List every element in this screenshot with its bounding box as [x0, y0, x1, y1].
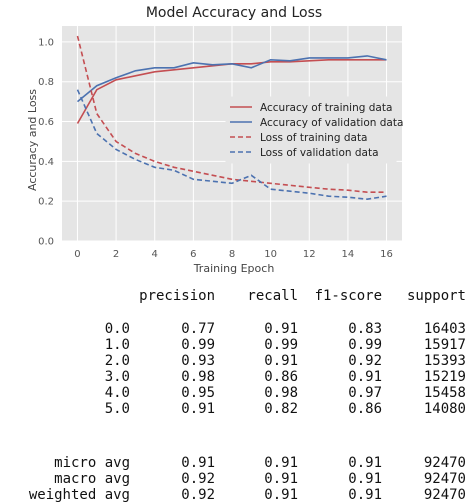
row-label: 3.0 [0, 369, 130, 385]
support-value: 15917 [386, 337, 466, 353]
y-tick-label: 0.2 [38, 197, 54, 208]
legend-label-0: Accuracy of training data [260, 102, 392, 114]
support-value: 15393 [386, 353, 466, 369]
recall-value: 0.82 [218, 401, 298, 417]
row-label: micro avg [0, 455, 130, 471]
support-value: 14080 [386, 401, 466, 417]
report-row: 5.0 0.91 0.82 0.86 14080 [0, 401, 475, 417]
y-tick-label: 0.8 [38, 77, 54, 88]
precision-value: 0.95 [135, 385, 215, 401]
f1-score-value: 0.99 [302, 337, 382, 353]
row-label: macro avg [0, 471, 130, 487]
row-label: 4.0 [0, 385, 130, 401]
report-row: 2.0 0.93 0.91 0.92 15393 [0, 353, 475, 369]
recall-value: 0.98 [218, 385, 298, 401]
x-tick-label: 8 [229, 249, 235, 260]
recall-value: 0.91 [218, 321, 298, 337]
f1-score-value: 0.92 [302, 353, 382, 369]
x-tick-label: 2 [113, 249, 119, 260]
support-value: 16403 [386, 321, 466, 337]
x-tick-label: 10 [264, 249, 277, 260]
recall-value: 0.86 [218, 369, 298, 385]
x-tick-label: 0 [74, 249, 80, 260]
report-row: weighted avg 0.92 0.91 0.91 92470 [0, 487, 475, 503]
y-axis-label: Accuracy and Loss [26, 89, 39, 191]
f1-score-value: 0.83 [302, 321, 382, 337]
row-label: weighted avg [0, 487, 130, 503]
x-axis-label: Training Epoch [193, 262, 275, 275]
precision-value: 0.91 [135, 455, 215, 471]
recall-value: 0.91 [218, 487, 298, 503]
report-header-row: precision recall f1-score support [0, 288, 475, 304]
accuracy-loss-chart: Model Accuracy and Loss 0 2 4 6 8 10 12 14 16 0.0… [0, 0, 475, 280]
x-tick-label: 16 [380, 249, 393, 260]
legend-label-2: Loss of training data [260, 132, 368, 144]
report-row: macro avg 0.92 0.91 0.91 92470 [0, 471, 475, 487]
y-tick-label: 0.6 [38, 117, 54, 128]
precision-value: 0.77 [135, 321, 215, 337]
support-value: 15458 [386, 385, 466, 401]
f1-score-value: 0.86 [302, 401, 382, 417]
chart-container: Model Accuracy and Loss 0 2 4 6 8 10 12 14 16 0.0… [0, 0, 475, 280]
precision-value: 0.98 [135, 369, 215, 385]
report-row: 4.0 0.95 0.98 0.97 15458 [0, 385, 475, 401]
y-tick-label: 0.4 [38, 157, 54, 168]
support-value: 92470 [386, 487, 466, 503]
recall-value: 0.91 [218, 455, 298, 471]
x-tick-label: 4 [152, 249, 158, 260]
y-tick-label: 0.0 [38, 237, 54, 248]
legend: Accuracy of training data Accuracy of val… [226, 97, 403, 163]
recall-value: 0.91 [218, 471, 298, 487]
precision-value: 0.91 [135, 401, 215, 417]
f1-score-value: 0.97 [302, 385, 382, 401]
support-value: 15219 [386, 369, 466, 385]
report-row: 3.0 0.98 0.86 0.91 15219 [0, 369, 475, 385]
x-tick-label: 6 [190, 249, 196, 260]
report-row: 0.0 0.77 0.91 0.83 16403 [0, 321, 475, 337]
header-f1-score: f1-score [302, 288, 382, 304]
f1-score-value: 0.91 [302, 369, 382, 385]
row-label: 1.0 [0, 337, 130, 353]
header-precision: precision [135, 288, 215, 304]
precision-value: 0.92 [135, 471, 215, 487]
f1-score-value: 0.91 [302, 471, 382, 487]
header-support: support [386, 288, 466, 304]
recall-value: 0.99 [218, 337, 298, 353]
header-recall: recall [218, 288, 298, 304]
support-value: 92470 [386, 471, 466, 487]
x-tick-label: 12 [303, 249, 316, 260]
precision-value: 0.93 [135, 353, 215, 369]
f1-score-value: 0.91 [302, 455, 382, 471]
chart-title: Model Accuracy and Loss [146, 5, 322, 21]
row-label: 2.0 [0, 353, 130, 369]
row-label: 5.0 [0, 401, 130, 417]
legend-label-1: Accuracy of validation data [260, 117, 403, 129]
row-label: 0.0 [0, 321, 130, 337]
recall-value: 0.91 [218, 353, 298, 369]
support-value: 92470 [386, 455, 466, 471]
f1-score-value: 0.91 [302, 487, 382, 503]
y-tick-label: 1.0 [38, 37, 54, 48]
x-tick-label: 14 [342, 249, 355, 260]
precision-value: 0.99 [135, 337, 215, 353]
report-row: 1.0 0.99 0.99 0.99 15917 [0, 337, 475, 353]
classification-report: precision recall f1-score support 0.0 0.7… [0, 284, 475, 500]
report-row: micro avg 0.91 0.91 0.91 92470 [0, 455, 475, 471]
precision-value: 0.92 [135, 487, 215, 503]
legend-label-3: Loss of validation data [260, 147, 379, 159]
